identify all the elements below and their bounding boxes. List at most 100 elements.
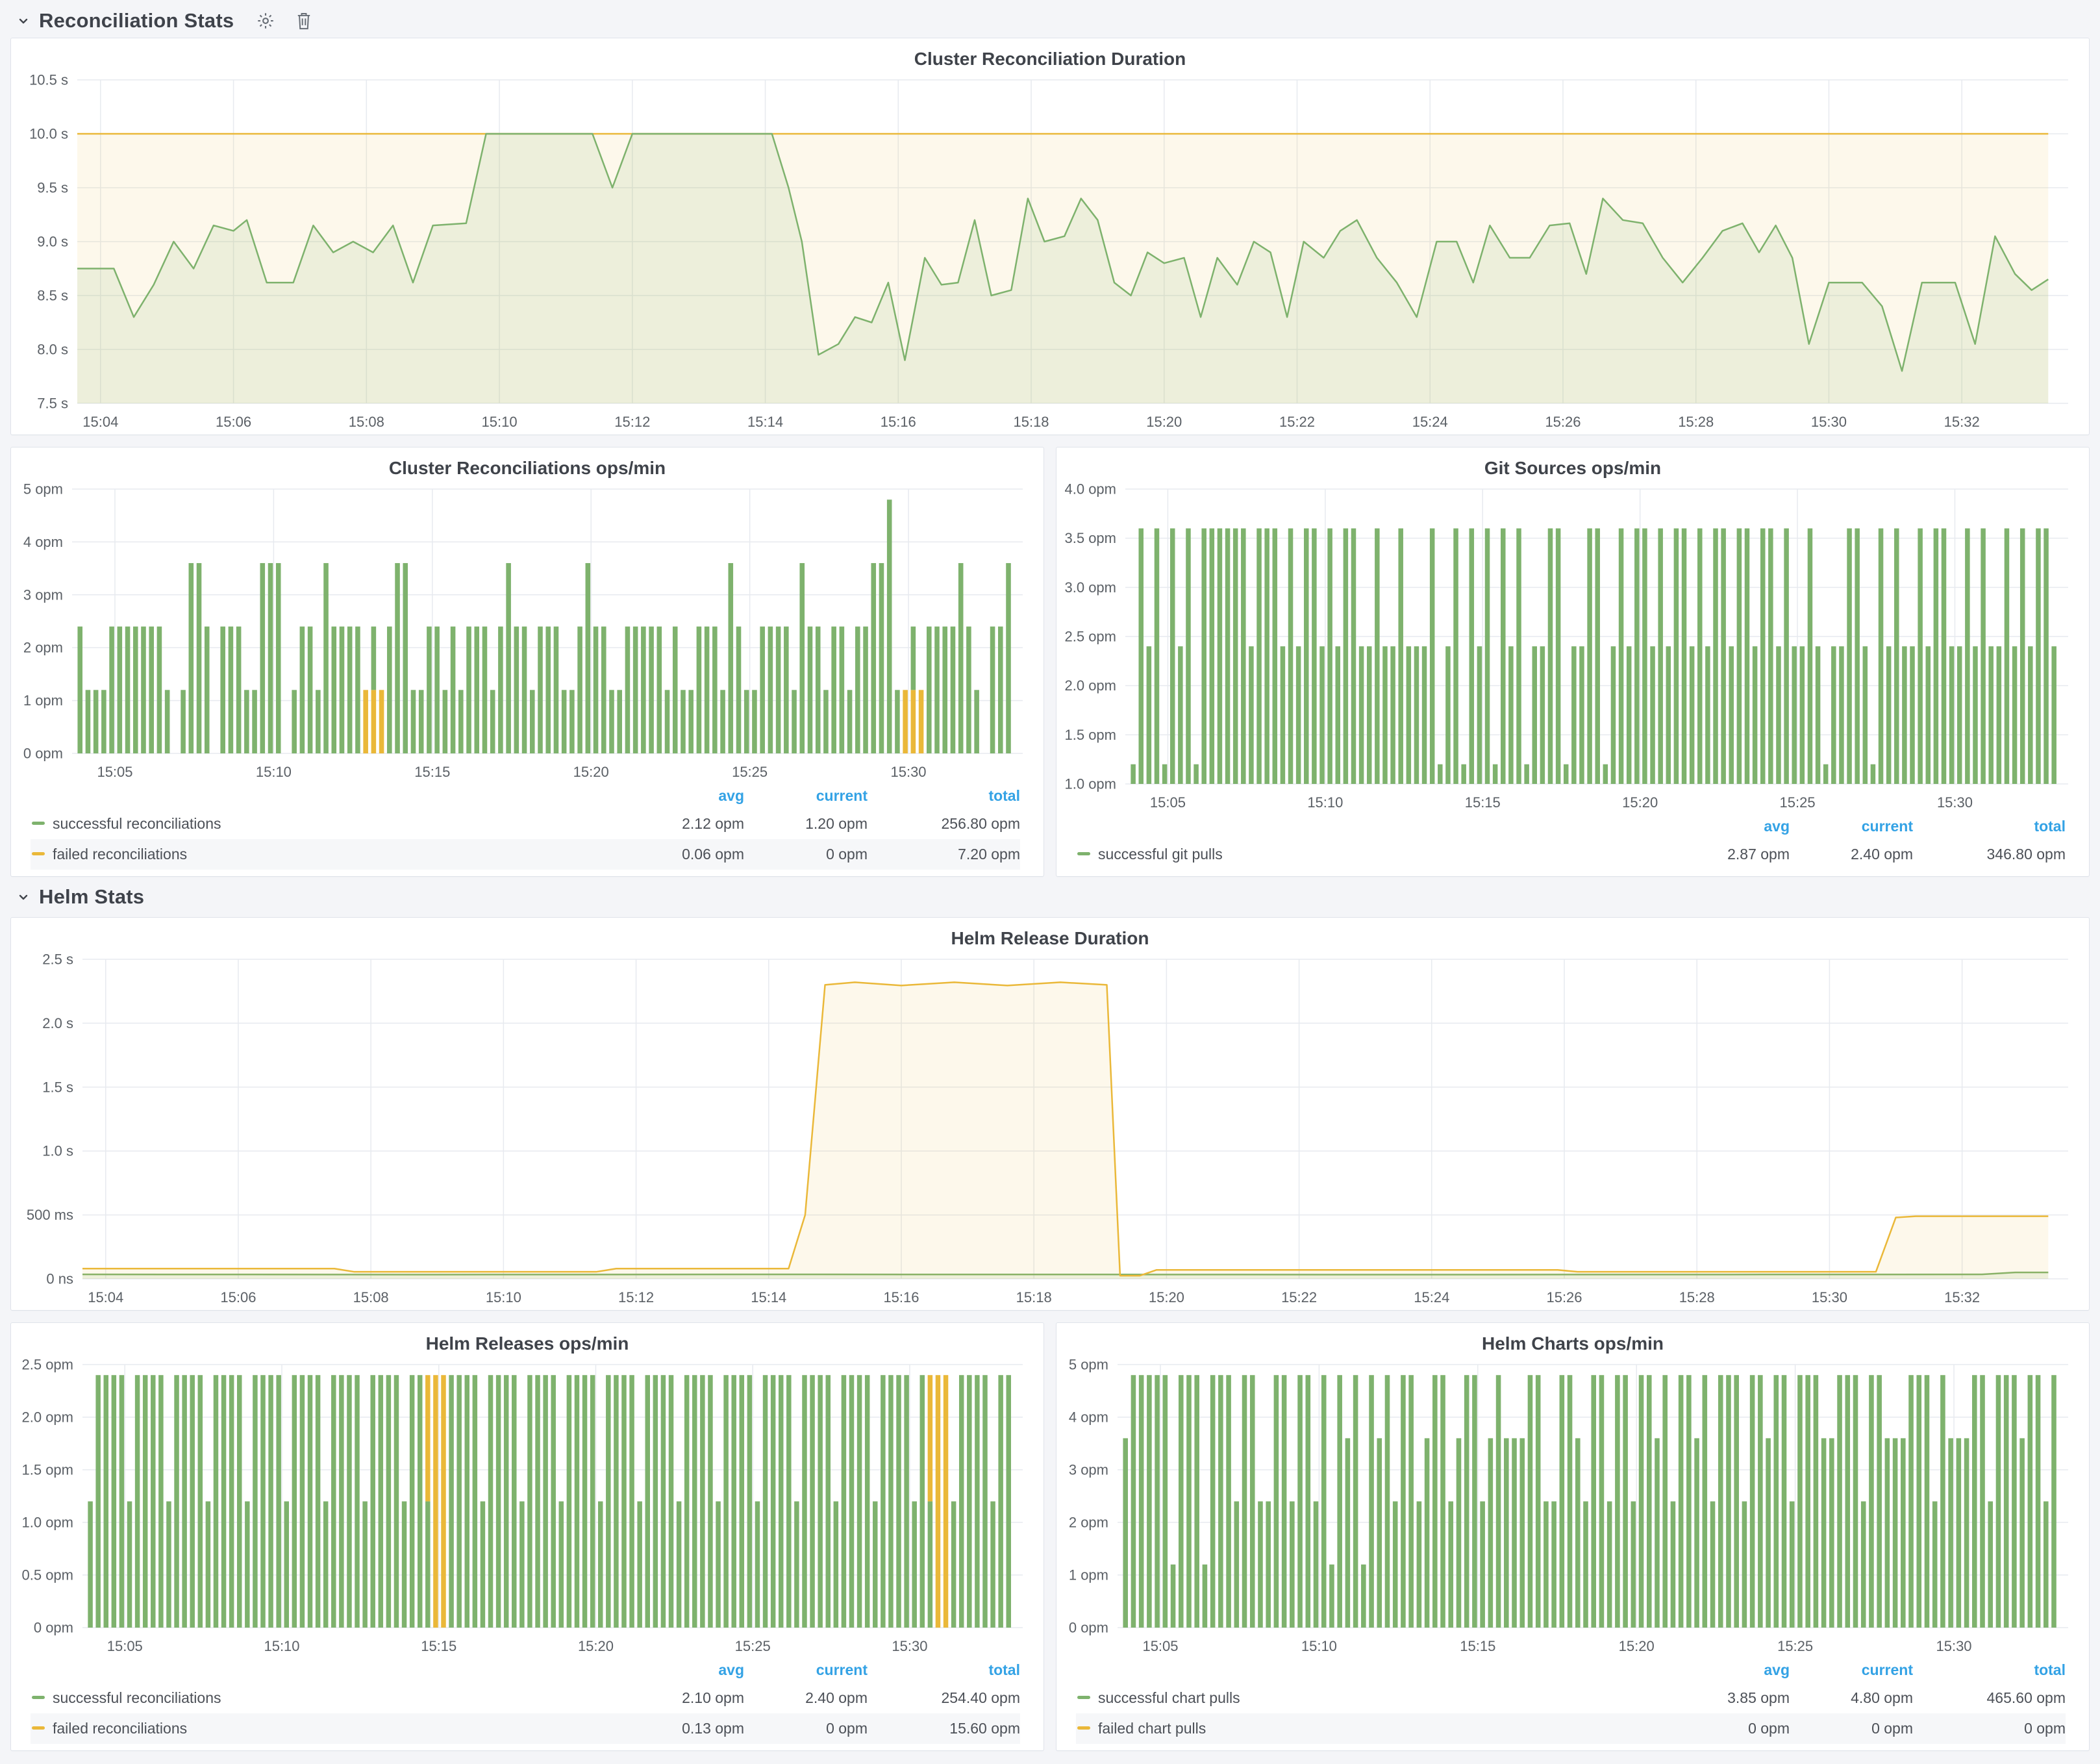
legend-row-successful-reconciliations[interactable]: successful reconciliations 2.12 opm 1.20…	[31, 809, 1020, 839]
legend-current: 0 opm	[826, 1720, 868, 1737]
legend-label[interactable]: successful reconciliations	[53, 815, 221, 832]
cluster-reconciliations-ops-chart[interactable]: 15:05 15:10 15:15 15:20 15:25 15:30 0 opm 1 opm…	[15, 480, 1040, 785]
svg-text:15:12: 15:12	[618, 1289, 654, 1305]
legend-avg: 2.12 opm	[682, 815, 744, 832]
helm-charts-ops-chart[interactable]: 15:05 15:10 15:15 15:20 15:25 15:30 0 opm 1 opm…	[1060, 1355, 2085, 1659]
svg-text:4.0 opm: 4.0 opm	[1065, 481, 1117, 498]
svg-text:15:26: 15:26	[1546, 1289, 1582, 1305]
svg-text:15:15: 15:15	[1460, 1638, 1495, 1654]
legend-sort-total[interactable]: total	[2034, 818, 2066, 835]
svg-text:3.0 opm: 3.0 opm	[1065, 579, 1117, 596]
panel-title[interactable]: Git Sources ops/min	[1484, 458, 1662, 478]
panel-title[interactable]: Helm Release Duration	[951, 928, 1149, 948]
svg-text:1.5 opm: 1.5 opm	[1065, 727, 1117, 743]
legend-current: 4.80 opm	[1851, 1689, 1913, 1706]
svg-text:15:30: 15:30	[1937, 794, 1973, 811]
series-swatch	[32, 822, 45, 825]
svg-text:15:25: 15:25	[735, 1638, 771, 1654]
legend-row-successful-git-pulls[interactable]: successful git pulls 2.87 opm 2.40 opm 3…	[1076, 839, 2066, 870]
svg-text:15:24: 15:24	[1414, 1289, 1449, 1305]
legend-sort-current[interactable]: current	[1861, 1661, 1913, 1678]
svg-text:15:04: 15:04	[88, 1289, 123, 1305]
legend-sort-avg[interactable]: avg	[1764, 1661, 1790, 1678]
series-swatch	[1077, 852, 1090, 856]
chevron-down-icon[interactable]	[16, 13, 31, 29]
chevron-down-icon[interactable]	[16, 889, 31, 905]
legend-avg: 0.13 opm	[682, 1720, 744, 1737]
svg-text:15:20: 15:20	[578, 1638, 614, 1654]
legend-row-failed-reconciliations[interactable]: failed reconciliations 0.06 opm 0 opm 7.…	[31, 839, 1020, 870]
git-sources-ops-chart[interactable]: 15:05 15:10 15:15 15:20 15:25 15:30 1.0 opm 1.5…	[1060, 480, 2085, 815]
legend-sort-current[interactable]: current	[816, 787, 868, 804]
legend-row-successful-chart-pulls[interactable]: successful chart pulls 3.85 opm 4.80 opm…	[1076, 1683, 2066, 1713]
section-title[interactable]: Reconciliation Stats	[39, 9, 234, 32]
svg-text:15:10: 15:10	[264, 1638, 299, 1654]
series-swatch	[32, 1726, 45, 1730]
legend-sort-avg[interactable]: avg	[1764, 818, 1790, 835]
legend-label[interactable]: successful git pulls	[1098, 846, 1223, 863]
legend-avg: 0 opm	[1748, 1720, 1790, 1737]
svg-text:15:25: 15:25	[732, 764, 768, 780]
panel-cluster-reconciliation-duration: Cluster Reconciliation Duration 15:04 15:…	[10, 38, 2090, 435]
legend-label[interactable]: failed reconciliations	[53, 846, 188, 863]
section-header-helm-stats: Helm Stats	[10, 877, 2090, 917]
legend-total: 465.60 opm	[1986, 1689, 2066, 1706]
svg-text:15:20: 15:20	[573, 764, 609, 780]
svg-text:15:24: 15:24	[1412, 414, 1448, 430]
helm-release-duration-chart[interactable]: 15:04 15:06 15:08 15:10 15:12 15:14 15:16 15:18…	[15, 950, 2085, 1310]
svg-text:1 opm: 1 opm	[23, 692, 63, 709]
svg-text:15:22: 15:22	[1281, 1289, 1317, 1305]
legend-label[interactable]: failed chart pulls	[1098, 1720, 1206, 1737]
svg-text:15:12: 15:12	[614, 414, 650, 430]
legend-current: 0 opm	[826, 846, 868, 863]
svg-text:15:20: 15:20	[1619, 1638, 1655, 1654]
svg-text:15:28: 15:28	[1678, 414, 1714, 430]
panel-helm-release-duration: Helm Release Duration 15:04 15:06 15:08 15:…	[10, 917, 2090, 1311]
panel-title[interactable]: Cluster Reconciliation Duration	[914, 49, 1186, 69]
legend-label[interactable]: successful chart pulls	[1098, 1689, 1240, 1706]
legend-total: 15.60 opm	[949, 1720, 1020, 1737]
legend-label[interactable]: successful reconciliations	[53, 1689, 221, 1706]
section-title[interactable]: Helm Stats	[39, 885, 145, 908]
panel-title[interactable]: Helm Charts ops/min	[1481, 1333, 1664, 1354]
legend-sort-total[interactable]: total	[988, 1661, 1020, 1678]
legend-row-successful-reconciliations[interactable]: successful reconciliations 2.10 opm 2.40…	[31, 1683, 1020, 1713]
svg-text:15:20: 15:20	[1149, 1289, 1184, 1305]
helm-releases-ops-chart[interactable]: 15:05 15:10 15:15 15:20 15:25 15:30 0 opm 0.5 o…	[15, 1355, 1040, 1659]
legend-total: 254.40 opm	[941, 1689, 1020, 1706]
svg-text:15:16: 15:16	[883, 1289, 919, 1305]
svg-text:15:20: 15:20	[1146, 414, 1182, 430]
svg-text:15:08: 15:08	[353, 1289, 389, 1305]
cluster-reconciliation-duration-chart[interactable]: 15:04 15:06 15:08 15:10 15:12 15:14 15:16 15:18…	[15, 71, 2085, 435]
svg-text:5 opm: 5 opm	[23, 481, 63, 498]
legend-sort-total[interactable]: total	[2034, 1661, 2066, 1678]
svg-text:15:25: 15:25	[1780, 794, 1816, 811]
legend-row-failed-reconciliations[interactable]: failed reconciliations 0.13 opm 0 opm 15…	[31, 1713, 1020, 1744]
legend-sort-current[interactable]: current	[1861, 818, 1913, 835]
legend-label[interactable]: failed reconciliations	[53, 1720, 188, 1737]
svg-text:2.5 s: 2.5 s	[42, 951, 73, 968]
gear-icon[interactable]	[256, 11, 275, 31]
svg-text:15:10: 15:10	[486, 1289, 521, 1305]
legend-sort-current[interactable]: current	[816, 1661, 868, 1678]
panel-title[interactable]: Helm Releases ops/min	[425, 1333, 629, 1354]
svg-text:15:30: 15:30	[892, 1638, 927, 1654]
panel-title[interactable]: Cluster Reconciliations ops/min	[388, 458, 666, 478]
svg-text:5 opm: 5 opm	[1069, 1357, 1108, 1373]
svg-text:15:32: 15:32	[1944, 414, 1980, 430]
series-swatch	[1077, 1696, 1090, 1700]
svg-text:15:22: 15:22	[1279, 414, 1315, 430]
svg-text:9.5 s: 9.5 s	[37, 180, 68, 196]
legend-sort-avg[interactable]: avg	[718, 1661, 744, 1678]
trash-icon[interactable]	[295, 11, 313, 31]
svg-text:8.0 s: 8.0 s	[37, 342, 68, 358]
svg-text:2.5 opm: 2.5 opm	[22, 1357, 74, 1373]
section-header-reconciliation-stats: Reconciliation Stats	[10, 4, 2090, 38]
legend-sort-avg[interactable]: avg	[718, 787, 744, 804]
svg-text:15:05: 15:05	[1150, 794, 1186, 811]
legend: avg current total successful reconciliat…	[11, 1659, 1044, 1750]
svg-text:2.0 opm: 2.0 opm	[22, 1409, 74, 1426]
svg-text:0 ns: 0 ns	[46, 1271, 73, 1287]
legend-row-failed-chart-pulls[interactable]: failed chart pulls 0 opm 0 opm 0 opm	[1076, 1713, 2066, 1744]
legend-sort-total[interactable]: total	[988, 787, 1020, 804]
